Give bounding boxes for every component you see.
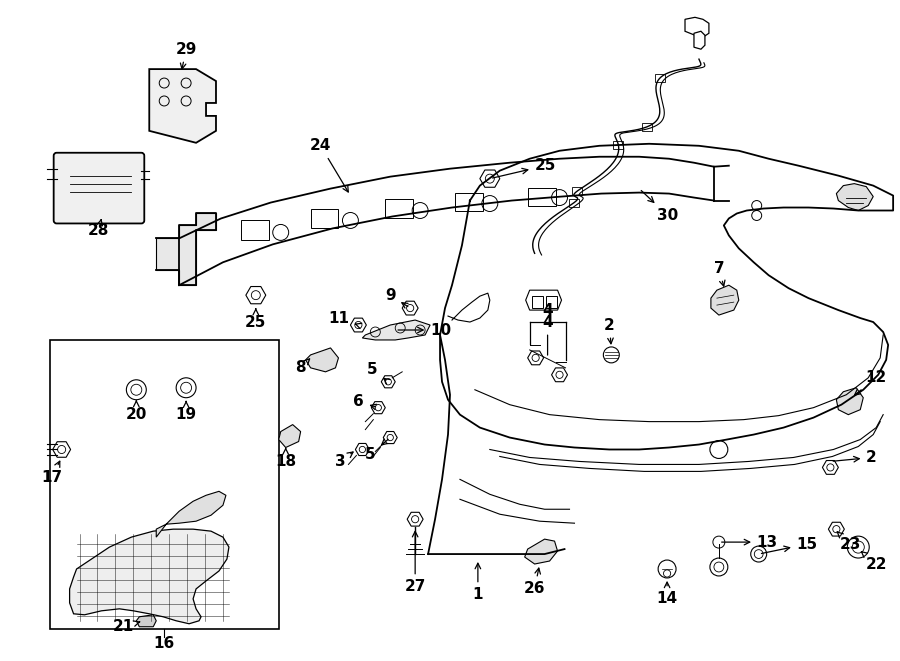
Text: 10: 10 [398, 323, 451, 338]
Bar [527, 188, 555, 206]
Polygon shape [53, 442, 70, 457]
Polygon shape [407, 512, 423, 526]
Polygon shape [306, 348, 338, 372]
Polygon shape [836, 184, 873, 210]
Polygon shape [526, 290, 562, 310]
Bar [643, 123, 652, 131]
Polygon shape [372, 402, 385, 414]
Text: 5: 5 [367, 362, 390, 384]
Polygon shape [136, 615, 157, 627]
Text: 21: 21 [112, 619, 140, 635]
Polygon shape [356, 444, 369, 455]
Text: 5: 5 [365, 439, 388, 462]
Text: 12: 12 [855, 370, 886, 395]
Text: 4: 4 [543, 315, 553, 355]
Polygon shape [527, 351, 544, 365]
Text: 6: 6 [353, 394, 377, 410]
Text: 25: 25 [245, 309, 266, 330]
Circle shape [710, 558, 728, 576]
Polygon shape [279, 424, 301, 447]
Text: 28: 28 [88, 219, 109, 238]
Polygon shape [382, 375, 395, 388]
Circle shape [176, 378, 196, 398]
Text: 22: 22 [861, 552, 887, 572]
Circle shape [751, 546, 767, 562]
Text: 27: 27 [404, 531, 426, 594]
Text: 17: 17 [41, 461, 62, 485]
Text: 26: 26 [524, 568, 545, 596]
Circle shape [658, 560, 676, 578]
Text: 1: 1 [472, 563, 483, 602]
Polygon shape [157, 214, 216, 285]
Polygon shape [246, 286, 266, 304]
Polygon shape [694, 31, 705, 49]
Circle shape [126, 380, 147, 400]
Polygon shape [685, 17, 709, 37]
Polygon shape [525, 539, 557, 564]
Polygon shape [836, 388, 863, 414]
FancyBboxPatch shape [54, 153, 144, 223]
Text: 30: 30 [641, 190, 679, 223]
Polygon shape [350, 318, 366, 332]
Text: 19: 19 [176, 401, 197, 422]
Circle shape [713, 536, 725, 548]
Polygon shape [823, 461, 839, 475]
Bar [654, 75, 664, 83]
Text: 8: 8 [295, 359, 310, 375]
Text: 9: 9 [385, 288, 408, 308]
Polygon shape [552, 368, 568, 381]
Text: 20: 20 [126, 401, 147, 422]
Polygon shape [480, 170, 500, 187]
Text: 18: 18 [275, 448, 296, 469]
Bar [569, 199, 579, 207]
Text: 23: 23 [837, 531, 861, 551]
Bar [572, 187, 582, 195]
Bar [385, 198, 413, 219]
Bar [455, 192, 483, 210]
Bar [50, 340, 279, 629]
Text: 4: 4 [543, 303, 553, 317]
Polygon shape [711, 285, 739, 315]
Bar [532, 296, 543, 308]
Polygon shape [69, 529, 229, 624]
Polygon shape [402, 301, 418, 315]
Polygon shape [363, 320, 430, 340]
Text: 11: 11 [328, 311, 362, 329]
Text: 25: 25 [492, 158, 556, 178]
Text: 16: 16 [154, 636, 175, 651]
Circle shape [847, 536, 869, 558]
Text: 15: 15 [761, 537, 818, 553]
Text: 24: 24 [310, 138, 348, 192]
Polygon shape [383, 432, 397, 444]
Text: 2: 2 [604, 317, 615, 344]
Text: 7: 7 [714, 260, 725, 286]
Polygon shape [157, 491, 226, 537]
Circle shape [603, 347, 619, 363]
Bar [613, 141, 624, 149]
Text: 2: 2 [833, 450, 877, 465]
Polygon shape [149, 69, 216, 143]
Text: 3: 3 [335, 452, 353, 469]
Bar [241, 221, 269, 241]
Text: 14: 14 [656, 582, 678, 606]
Text: 13: 13 [722, 535, 778, 549]
Bar [310, 208, 338, 229]
Bar [545, 296, 556, 308]
Polygon shape [828, 522, 844, 536]
Text: 29: 29 [176, 42, 197, 69]
